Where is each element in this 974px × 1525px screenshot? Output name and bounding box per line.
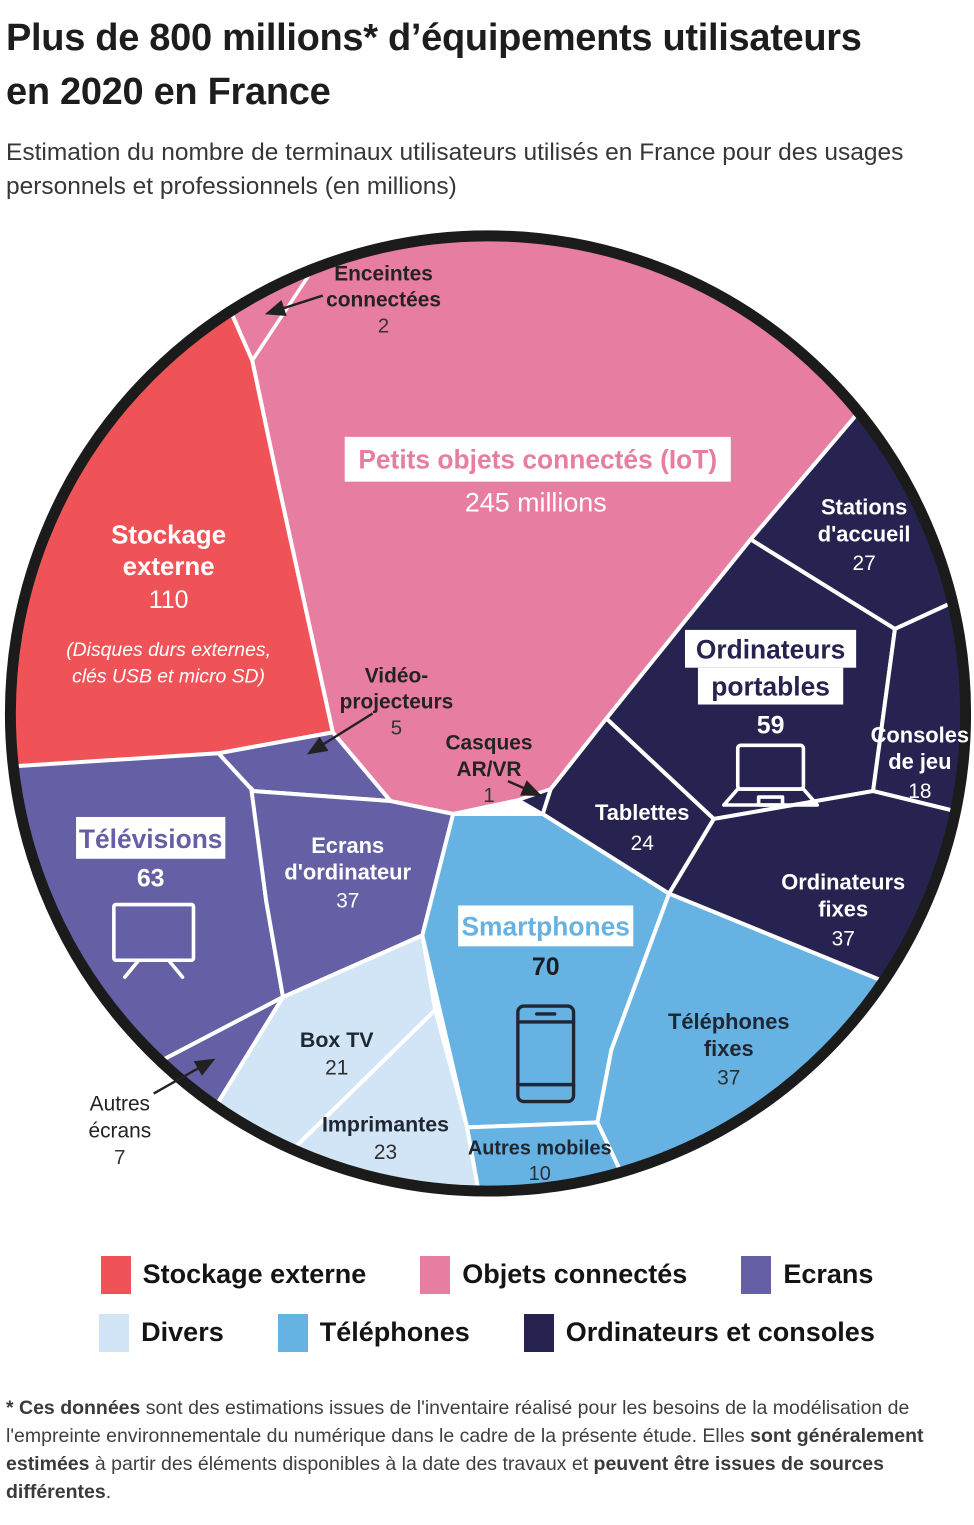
smartphones-label: Smartphones	[461, 911, 629, 941]
legend-swatch-telephones	[277, 1313, 308, 1352]
legend-item-stockage-externe: Stockage externe	[100, 1255, 367, 1294]
videoprojecteurs-arrow-icon	[306, 711, 374, 755]
tablettes-label: Tablettes	[595, 799, 689, 824]
ordinateurs-fixes-label-line1: Ordinateurs	[781, 869, 905, 894]
legend-item-divers: Divers	[99, 1313, 224, 1352]
autres-ecrans-label-line2: écrans	[89, 1119, 152, 1142]
autres-ecrans-arrow-icon	[153, 1058, 216, 1095]
legend-label-objets-connectes: Objets connectés	[462, 1259, 688, 1289]
iot-value: 245 millions	[465, 487, 607, 517]
box-tv-value: 21	[325, 1056, 348, 1079]
legend-label-ecrans: Ecrans	[783, 1259, 874, 1289]
casques-value: 1	[483, 785, 494, 807]
tv-icon	[112, 902, 196, 979]
enceintes-label-line2: connectées	[326, 288, 441, 311]
ecrans-ordinateur-label-line1: Ecrans	[311, 832, 384, 857]
header: Plus de 800 millions* d’équipements util…	[0, 0, 974, 205]
voronoi-chart: Petits objets connectés (IoT) 245 millio…	[4, 229, 972, 1197]
stockage-label-line1: Stockage	[111, 521, 226, 549]
page-title-line1: Plus de 800 millions* d’équipements util…	[6, 17, 862, 59]
televisions-label: Télévisions	[79, 823, 223, 853]
ordinateurs-portables-chip-line1	[685, 629, 857, 668]
ordinateurs-portables-value: 59	[757, 711, 785, 739]
televisions-value: 63	[137, 864, 165, 892]
autres-ecrans-label-line1: Autres	[90, 1092, 150, 1115]
legend-label-stockage-externe: Stockage externe	[142, 1259, 367, 1289]
autres-ecrans-value: 7	[114, 1147, 125, 1169]
ordinateurs-fixes-value: 37	[832, 927, 855, 950]
footnote-text-2: à partir des éléments disponibles à la d…	[89, 1453, 594, 1476]
stockage-value: 110	[149, 586, 189, 614]
enceintes-arrow-icon	[264, 293, 324, 316]
box-tv-label: Box TV	[300, 1027, 374, 1051]
page-subtitle: Estimation du nombre de terminaux utilis…	[6, 138, 904, 201]
legend-swatch-objets-connectes	[420, 1255, 451, 1294]
casques-label-line1: Casques	[445, 731, 532, 754]
autres-mobiles-label: Autres mobiles	[468, 1137, 612, 1159]
iot-label: Petits objets connectés (IoT)	[358, 444, 717, 474]
iot-label-chip	[344, 436, 731, 482]
legend-item-objets-connectes: Objets connectés	[420, 1255, 688, 1294]
videoprojecteurs-value: 5	[391, 717, 402, 739]
videoprojecteurs-label-line1: Vidéo-	[365, 664, 428, 687]
stations-value: 27	[852, 552, 875, 575]
page-title-line2: en 2020 en France	[6, 70, 331, 113]
smartphone-icon	[516, 1003, 576, 1103]
ordinateurs-portables-chip-line2	[697, 667, 844, 705]
imprimantes-value: 23	[374, 1141, 397, 1164]
consoles-label-line1: Consoles	[871, 722, 969, 747]
footnote-text-1: sont des estimations issues de l'inventa…	[6, 1396, 910, 1447]
telephones-fixes-value: 37	[717, 1066, 740, 1089]
legend-row-1: Stockage externe Objets connectés Ecrans	[100, 1255, 874, 1294]
autres-mobiles-value: 10	[529, 1163, 551, 1185]
ordinateurs-fixes-label-line2: fixes	[818, 896, 868, 921]
televisions-chip	[76, 816, 226, 859]
stockage-note-line2: clés USB et micro SD)	[72, 665, 265, 687]
legend-item-ecrans: Ecrans	[741, 1255, 874, 1294]
legend-row-2: Divers Téléphones Ordinateurs et console…	[99, 1313, 875, 1352]
stockage-label-line2: externe	[123, 553, 215, 581]
chart-container: Petits objets connectés (IoT) 245 millio…	[0, 209, 974, 1214]
imprimantes-label: Imprimantes	[322, 1112, 449, 1136]
legend-label-divers: Divers	[141, 1317, 224, 1347]
enceintes-label-line1: Enceintes	[334, 262, 433, 285]
ordinateurs-portables-label-line1: Ordinateurs	[696, 634, 845, 664]
chart-outer-ring	[4, 229, 972, 1197]
laptop-icon	[722, 743, 820, 807]
legend-swatch-stockage-externe	[100, 1255, 131, 1294]
legend-item-ordinateurs-consoles: Ordinateurs et consoles	[523, 1313, 875, 1352]
enceintes-value: 2	[378, 315, 389, 337]
tablettes-value: 24	[631, 831, 654, 854]
casques-arrow-icon	[507, 779, 542, 796]
consoles-label-line2: de jeu	[888, 749, 951, 774]
footnote-bold-3: peuvent être issues de sources différent…	[6, 1453, 884, 1504]
footnote: * Ces données sont des estimations issue…	[6, 1394, 962, 1507]
legend-item-telephones: Téléphones	[277, 1313, 470, 1352]
ecrans-ordinateur-label-line2: d'ordinateur	[284, 859, 411, 884]
casques-label-line2: AR/VR	[457, 758, 522, 781]
smartphones-value: 70	[532, 953, 560, 981]
videoprojecteurs-label-line2: projecteurs	[340, 690, 454, 713]
stations-label-line1: Stations	[821, 494, 907, 519]
stockage-note-line1: (Disques durs externes,	[66, 638, 271, 660]
telephones-fixes-label-line1: Téléphones	[668, 1008, 790, 1033]
footnote-bold-2: sont généralement estimées	[6, 1424, 924, 1476]
consoles-value: 18	[908, 780, 931, 803]
legend-label-ordinateurs-consoles: Ordinateurs et consoles	[565, 1317, 875, 1347]
legend-label-telephones: Téléphones	[319, 1317, 470, 1347]
telephones-fixes-label-line2: fixes	[704, 1035, 754, 1060]
footnote-bold-1: * Ces données	[6, 1396, 141, 1419]
legend-swatch-ordinateurs-consoles	[523, 1313, 554, 1352]
ecrans-ordinateur-value: 37	[336, 889, 359, 912]
legend-swatch-divers	[99, 1313, 130, 1352]
ordinateurs-portables-label-line2: portables	[711, 671, 830, 701]
legend-swatch-ecrans	[741, 1255, 772, 1294]
smartphones-chip	[458, 905, 634, 946]
legend: Stockage externe Objets connectés Ecrans…	[0, 1255, 974, 1352]
stations-label-line2: d'accueil	[818, 521, 911, 546]
footnote-text-3: .	[105, 1481, 112, 1504]
page-title: Plus de 800 millions* d’équipements util…	[6, 12, 964, 120]
